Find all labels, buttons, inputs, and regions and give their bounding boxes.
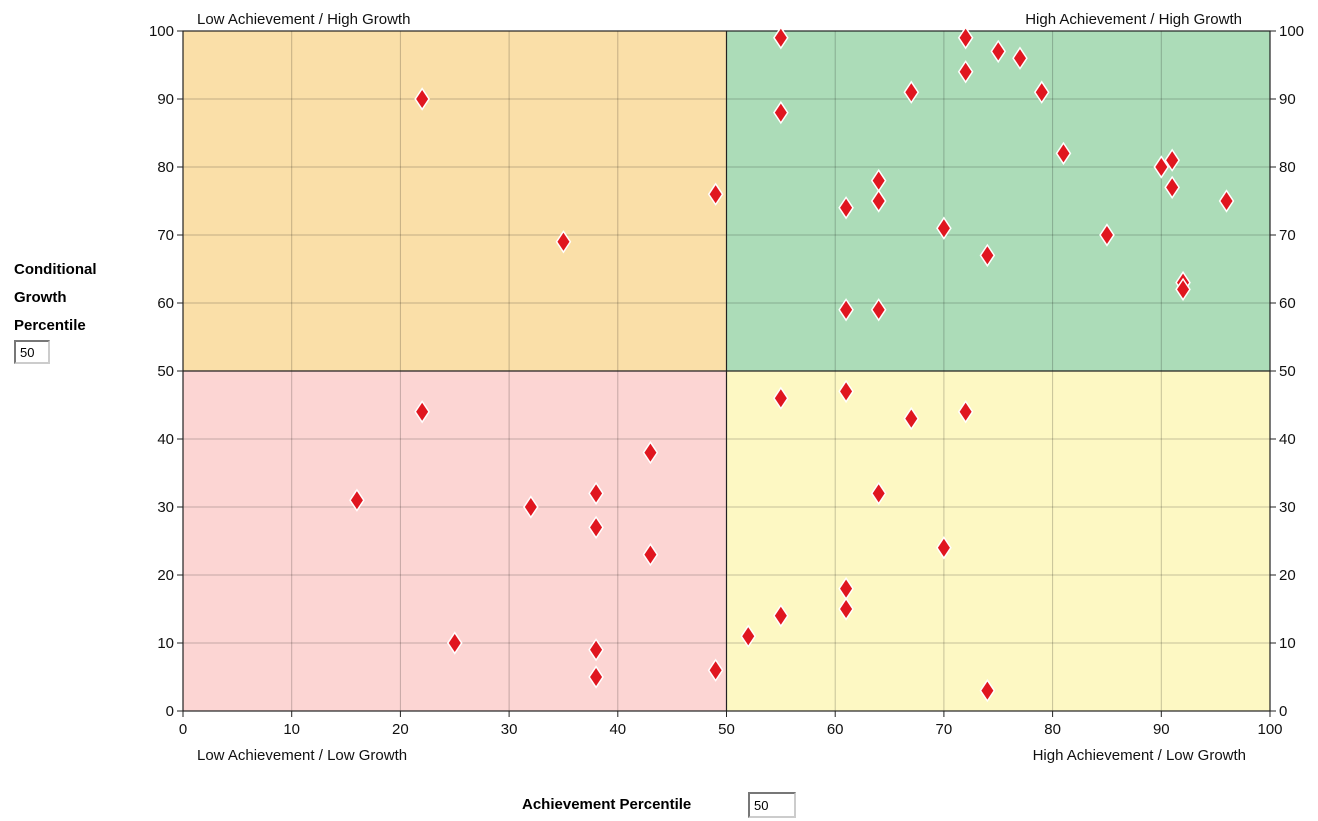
y-tick-label-right: 80 xyxy=(1279,159,1296,176)
data-point xyxy=(773,100,789,125)
y-axis-label-line: Growth xyxy=(14,289,67,306)
data-point xyxy=(1012,46,1028,70)
data-point xyxy=(773,26,789,50)
data-point xyxy=(588,638,604,662)
quadrant-label-bottom-right: High Achievement / Low Growth xyxy=(1033,747,1246,764)
x-tick-label: 80 xyxy=(1044,721,1061,738)
data-point xyxy=(936,536,952,560)
y-tick-label-right: 0 xyxy=(1279,703,1287,720)
data-point xyxy=(523,495,539,519)
x-tick-label: 60 xyxy=(827,721,844,738)
data-point xyxy=(990,39,1007,64)
data-point xyxy=(1164,175,1180,200)
y-axis-label: Conditional Growth Percentile xyxy=(14,256,97,340)
x-tick-label: 40 xyxy=(609,721,626,738)
x-tick-label: 70 xyxy=(936,721,953,738)
quadrant-label-bottom-left: Low Achievement / Low Growth xyxy=(197,747,407,764)
achievement-percentile-input[interactable] xyxy=(748,792,796,818)
x-tick-label: 50 xyxy=(718,721,735,738)
x-tick-label: 0 xyxy=(179,721,187,738)
data-point xyxy=(870,481,887,506)
data-point xyxy=(957,400,974,424)
y-tick-label-left: 40 xyxy=(157,431,174,448)
y-axis-label-line: Percentile xyxy=(14,317,86,334)
x-tick-label: 90 xyxy=(1153,721,1170,738)
y-tick-label-left: 10 xyxy=(157,635,174,652)
quadrant-bottom-right xyxy=(726,371,1270,711)
data-point xyxy=(588,665,604,689)
y-tick-label-left: 100 xyxy=(149,23,174,40)
y-tick-label-left: 20 xyxy=(157,567,174,584)
x-tick-label: 100 xyxy=(1257,721,1282,738)
data-point xyxy=(903,406,920,431)
y-tick-label-right: 90 xyxy=(1279,91,1296,108)
data-point xyxy=(838,298,854,322)
y-tick-label-left: 50 xyxy=(157,363,174,380)
data-point xyxy=(1055,141,1072,166)
y-tick-label-right: 30 xyxy=(1279,499,1296,516)
data-point xyxy=(838,379,854,404)
y-tick-label-right: 40 xyxy=(1279,431,1296,448)
data-point xyxy=(903,80,920,104)
quadrant-bottom-left xyxy=(183,371,727,711)
y-axis-label-line: Conditional xyxy=(14,261,97,278)
y-tick-label-left: 90 xyxy=(157,91,174,108)
data-point xyxy=(707,658,724,682)
quadrant-top-left xyxy=(183,31,727,371)
y-tick-label-right: 20 xyxy=(1279,567,1296,584)
y-tick-label-left: 30 xyxy=(157,499,174,516)
quadrant-top-right xyxy=(726,31,1270,371)
y-tick-label-right: 10 xyxy=(1279,635,1296,652)
y-tick-label-right: 50 xyxy=(1279,363,1296,380)
data-point xyxy=(773,386,789,410)
y-tick-label-right: 100 xyxy=(1279,23,1304,40)
data-point xyxy=(870,189,887,213)
data-point xyxy=(979,678,996,703)
data-point xyxy=(642,440,659,465)
y-tick-label-left: 70 xyxy=(157,227,174,244)
data-point xyxy=(446,631,463,655)
data-point xyxy=(414,400,430,424)
data-point xyxy=(1175,277,1191,302)
data-point xyxy=(349,488,365,512)
x-axis-label: Achievement Percentile xyxy=(522,796,692,813)
data-point xyxy=(414,87,430,111)
data-point xyxy=(838,196,854,220)
data-point xyxy=(936,216,952,240)
data-point xyxy=(555,230,572,254)
data-point xyxy=(1099,223,1115,247)
quadrant-label-top-right: High Achievement / High Growth xyxy=(1025,11,1242,28)
x-tick-label: 20 xyxy=(392,721,409,738)
y-tick-label-left: 60 xyxy=(157,295,174,312)
data-point xyxy=(707,182,724,206)
data-point xyxy=(870,298,887,322)
data-point xyxy=(838,597,854,621)
growth-percentile-input[interactable] xyxy=(14,340,50,364)
x-tick-label: 30 xyxy=(501,721,518,738)
data-point xyxy=(740,624,757,648)
data-point xyxy=(588,515,604,540)
data-point xyxy=(1164,148,1180,172)
data-point xyxy=(1153,155,1170,179)
data-point xyxy=(1033,80,1050,104)
data-point xyxy=(588,481,604,506)
data-point xyxy=(773,604,789,628)
y-tick-label-right: 70 xyxy=(1279,227,1296,244)
quadrant-label-top-left: Low Achievement / High Growth xyxy=(197,11,410,28)
data-point xyxy=(957,26,974,50)
data-point xyxy=(957,60,974,84)
y-tick-label-left: 80 xyxy=(157,159,174,176)
data-point xyxy=(1218,189,1235,213)
x-tick-label: 10 xyxy=(283,721,300,738)
y-tick-label-right: 60 xyxy=(1279,295,1296,312)
data-point xyxy=(642,542,659,567)
y-tick-label-left: 0 xyxy=(166,703,174,720)
data-point xyxy=(979,243,996,268)
